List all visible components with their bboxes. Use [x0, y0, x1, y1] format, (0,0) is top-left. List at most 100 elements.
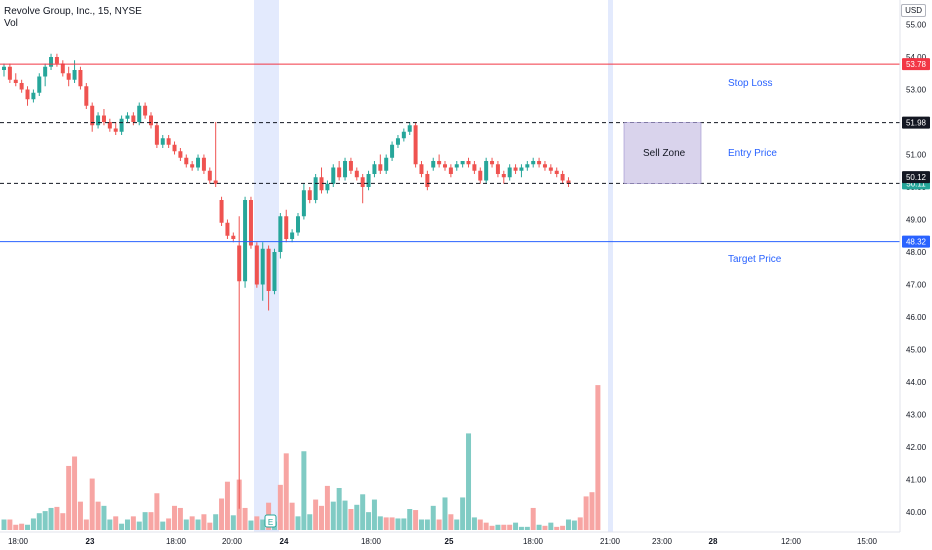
- candle-body: [66, 73, 71, 80]
- candle-body: [425, 174, 430, 187]
- volume-bar: [565, 519, 571, 530]
- candle-body: [413, 125, 418, 165]
- candle-body: [2, 66, 6, 70]
- candle-body: [466, 161, 471, 165]
- volume-bar: [154, 493, 160, 530]
- volume-bar: [48, 507, 54, 530]
- volume-bar: [389, 517, 395, 530]
- volume-bar: [295, 516, 301, 530]
- target-price-label: Target Price: [728, 254, 782, 265]
- price-tick-label: 47.00: [906, 281, 927, 290]
- volume-bar: [201, 514, 207, 530]
- volume-bar: [383, 517, 389, 530]
- volume-bar: [348, 509, 354, 530]
- symbol-title: Revolve Group, Inc., 15, NYSE: [4, 6, 142, 17]
- price-tick-label: 51.00: [906, 151, 927, 160]
- volume-bar: [395, 518, 401, 530]
- volume-bar: [7, 519, 13, 530]
- volume-bar: [354, 504, 360, 530]
- candle-body: [348, 161, 353, 171]
- candle-body: [331, 167, 336, 184]
- time-tick-label: 28: [709, 537, 718, 546]
- price-badge-text: 53.78: [906, 60, 927, 69]
- price-candles: [2, 53, 571, 509]
- candle-body: [196, 157, 201, 168]
- price-tick-label: 54.00: [906, 53, 927, 62]
- volume-bar: [30, 518, 36, 530]
- candle-body: [225, 222, 230, 236]
- candle-body: [478, 170, 483, 181]
- volume-bar: [342, 500, 348, 530]
- candle-body: [60, 63, 65, 74]
- volume-bar: [283, 453, 289, 530]
- volume-bar: [42, 511, 48, 530]
- price-tick-label: 40.00: [906, 508, 927, 517]
- candle-body: [401, 131, 406, 139]
- time-tick-label: 25: [445, 537, 454, 546]
- volume-bar: [13, 524, 19, 530]
- earnings-marker-box: [264, 514, 277, 528]
- price-tick-label: 49.00: [906, 216, 927, 225]
- volume-bar: [418, 519, 424, 530]
- time-tick-label: 18:00: [8, 537, 29, 546]
- volume-bar: [107, 519, 113, 530]
- volume-bar: [324, 485, 330, 530]
- candle-body: [72, 70, 77, 80]
- price-axis: 55.0054.0053.0052.0051.0050.0049.0048.00…: [899, 0, 930, 532]
- volume-bar: [360, 494, 366, 530]
- candle-body: [207, 170, 212, 181]
- time-tick-label: 18:00: [361, 537, 382, 546]
- earnings-marker: E: [264, 514, 277, 528]
- volume-bar: [542, 525, 548, 530]
- volume-bar: [518, 526, 524, 530]
- volume-bar: [577, 517, 583, 530]
- volume-bar: [89, 478, 95, 530]
- time-tick-label: 18:00: [523, 537, 544, 546]
- candle-body: [43, 66, 48, 77]
- candle-body: [337, 167, 342, 178]
- candle-body: [507, 167, 512, 178]
- candle-body: [513, 167, 518, 171]
- volume-bar: [548, 522, 554, 530]
- candle-body: [419, 164, 424, 174]
- candle-body: [484, 161, 489, 181]
- price-badge: 48.32: [902, 235, 930, 248]
- candle-body: [54, 57, 59, 64]
- currency-badge[interactable]: USD: [901, 4, 926, 17]
- session-bands: [254, 0, 613, 532]
- candle-body: [378, 164, 383, 171]
- price-tick-label: 41.00: [906, 476, 927, 485]
- volume-bar: [195, 519, 201, 530]
- earnings-marker-label: E: [268, 518, 273, 527]
- candle-body: [325, 183, 330, 191]
- candle-body: [49, 57, 54, 67]
- candle-body: [390, 144, 395, 158]
- volume-bar: [54, 506, 60, 530]
- volume-bar: [430, 505, 436, 530]
- candle-body: [149, 115, 153, 126]
- candle-body: [231, 235, 236, 239]
- candle-body: [548, 167, 553, 171]
- candle-body: [201, 157, 206, 171]
- time-tick-label: 23:00: [652, 537, 673, 546]
- time-tick-label: 12:00: [781, 537, 802, 546]
- volume-bar: [289, 502, 295, 530]
- price-tick-label: 45.00: [906, 346, 927, 355]
- time-axis: 18:00 23 18:00 20:00 24 18:00 25 18:00 21:00 23:0…: [0, 531, 900, 546]
- candle-body: [101, 115, 106, 122]
- candle-body: [296, 216, 300, 233]
- price-tick-label: 48.00: [906, 248, 927, 257]
- price-badge-bg: [902, 58, 930, 71]
- candle-body: [278, 216, 283, 252]
- volume-indicator-label[interactable]: Vol: [4, 18, 18, 29]
- volume-bar: [19, 523, 25, 530]
- candle-body: [219, 200, 224, 223]
- price-badge-text: 51.98: [906, 119, 927, 128]
- time-tick-label: 21:00: [600, 537, 621, 546]
- candle-body: [272, 252, 277, 291]
- candle-body: [96, 115, 101, 126]
- candle-body: [454, 164, 459, 168]
- volume-bar: [219, 498, 225, 530]
